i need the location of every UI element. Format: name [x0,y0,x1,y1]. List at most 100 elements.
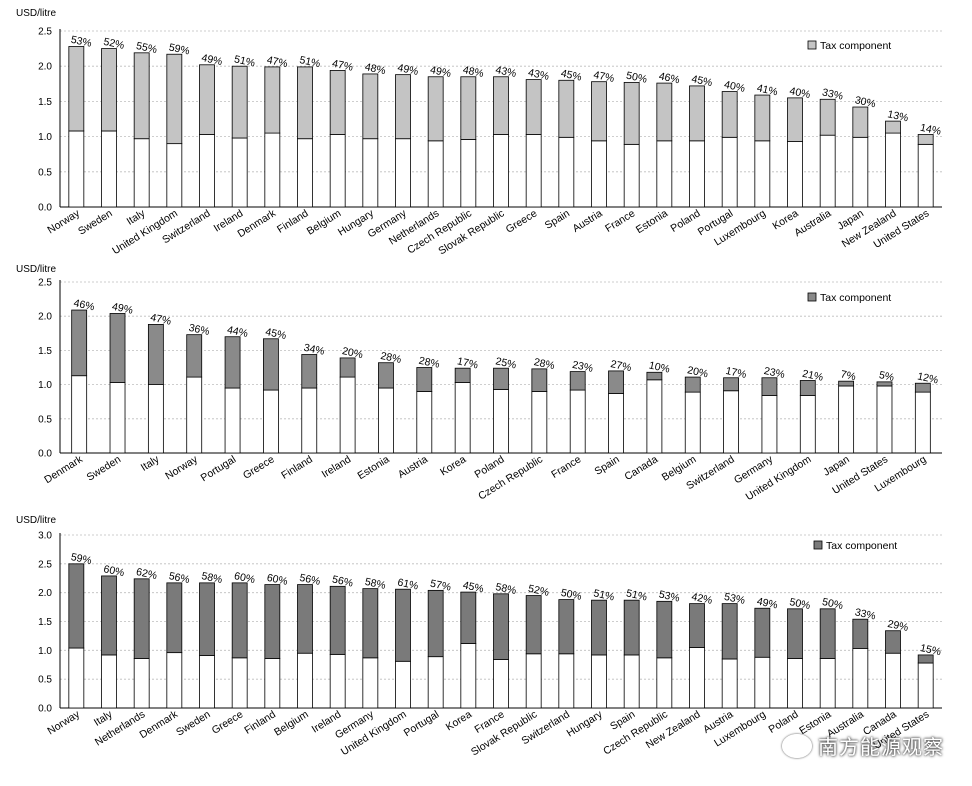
data-label-tax-share: 50% [788,596,811,612]
data-label-tax-share: 47% [266,54,289,70]
bar-base-segment [133,658,150,709]
data-label-tax-share: 56% [298,572,321,588]
data-label-tax-share: 23% [571,359,594,375]
y-tick-label: 0.5 [38,675,52,686]
bar-base-segment [231,657,248,709]
bar-tax-segment [68,46,85,132]
y-tick-label: 1.5 [38,346,52,357]
bar-base-segment [917,143,934,208]
data-label-tax-share: 46% [658,70,681,86]
bar-base-segment [684,391,701,454]
data-label-tax-share: 21% [801,368,824,384]
bar-tax-segment [623,81,640,145]
bar-tax-segment [147,324,164,386]
bar-base-segment [591,654,607,709]
y-tick-label: 0.5 [38,414,52,425]
bar-base-segment [787,141,803,208]
bar-tax-segment [454,367,471,383]
bar-base-segment [819,134,836,208]
bar-tax-segment [591,81,607,142]
bar-base-segment [917,662,934,709]
data-label-tax-share: 49% [396,62,419,78]
data-label-tax-share: 53% [70,34,93,50]
bar-base-segment [362,657,379,709]
y-tick-label: 3.0 [38,531,52,542]
bar-base-segment [454,382,471,454]
data-label-tax-share: 59% [168,41,191,57]
bar-tax-segment [885,120,901,134]
data-label-tax-share: 51% [592,587,615,603]
bar-base-segment [885,132,901,208]
wechat-icon [782,733,812,758]
bar-base-segment [754,140,771,208]
bar-base-segment [427,656,444,709]
y-tick-label: 1.0 [38,380,52,391]
data-label-tax-share: 52% [527,583,550,599]
y-tick-label: 1.0 [38,132,52,143]
bar-base-segment [569,389,586,454]
y-tick-label: 0.5 [38,167,52,178]
bar-base-segment [460,643,477,709]
bar-base-segment [799,395,816,454]
data-label-tax-share: 33% [821,86,844,102]
data-label-tax-share: 56% [168,570,191,586]
x-tick-label: Denmark [235,207,278,240]
bar-base-segment [689,140,705,208]
x-tick-label: France [549,453,583,481]
data-label-tax-share: 59% [70,551,93,567]
data-label-tax-share: 28% [418,355,441,371]
y-tick-label: 2.0 [38,312,52,323]
bar-tax-segment [493,593,509,660]
data-label-tax-share: 12% [916,370,939,386]
data-label-tax-share: 62% [135,566,158,582]
data-label-tax-share: 42% [690,591,713,607]
bar-tax-segment [133,578,150,659]
bar-tax-segment [264,584,281,659]
x-tick-label: Canada [622,453,660,483]
bar-base-segment [558,653,575,709]
data-label-tax-share: 20% [341,345,364,361]
bar-tax-segment [68,563,85,649]
x-tick-label: Ireland [320,453,354,480]
x-tick-label: Belgium [272,708,311,738]
y-axis-label: USD/litre [16,264,56,275]
x-tick-label: Czech Republic [476,453,545,502]
x-tick-label: Spain [543,207,572,231]
bar-base-segment [224,387,241,454]
data-label-tax-share: 13% [886,108,909,124]
bar-tax-segment [493,76,509,135]
data-label-tax-share: 43% [527,67,550,83]
data-label-tax-share: 53% [658,589,681,605]
x-tick-label: Hungary [565,708,606,740]
bar-base-segment [852,136,869,208]
bar-base-segment [68,647,85,709]
x-tick-label: France [603,207,637,235]
bar-tax-segment [852,618,869,650]
bar-base-segment [427,140,444,208]
data-label-tax-share: 14% [919,122,942,138]
bar-tax-segment [623,599,640,656]
chart-panel-third-price: USD/litre 0.0 0.5 1.0 1.5 2.0 2.5 3.0 Tax compon… [16,515,942,758]
data-label-tax-share: 49% [756,595,779,611]
bar-tax-segment [656,600,673,659]
data-label-tax-share: 44% [226,324,249,340]
x-tick-label: Greece [210,708,246,737]
bar-tax-segment [263,338,279,391]
y-tick-label: 1.5 [38,617,52,628]
bar-base-segment [493,388,509,454]
x-tick-label: Portugal [199,453,239,484]
x-tick-label: Finland [275,207,311,236]
bar-base-segment [395,138,411,208]
bar-tax-segment [199,582,215,656]
bar-tax-segment [362,588,379,659]
data-label-tax-share: 60% [233,570,256,586]
data-label-tax-share: 49% [111,301,134,317]
bar-base-segment [68,130,85,208]
bar-tax-segment [914,382,931,393]
data-label-tax-share: 45% [560,67,583,83]
bar-base-segment [852,648,869,709]
x-tick-label: Austria [571,207,605,235]
x-tick-label: Finland [279,453,315,482]
bar-base-segment [819,658,836,709]
bar-base-segment [761,395,778,454]
